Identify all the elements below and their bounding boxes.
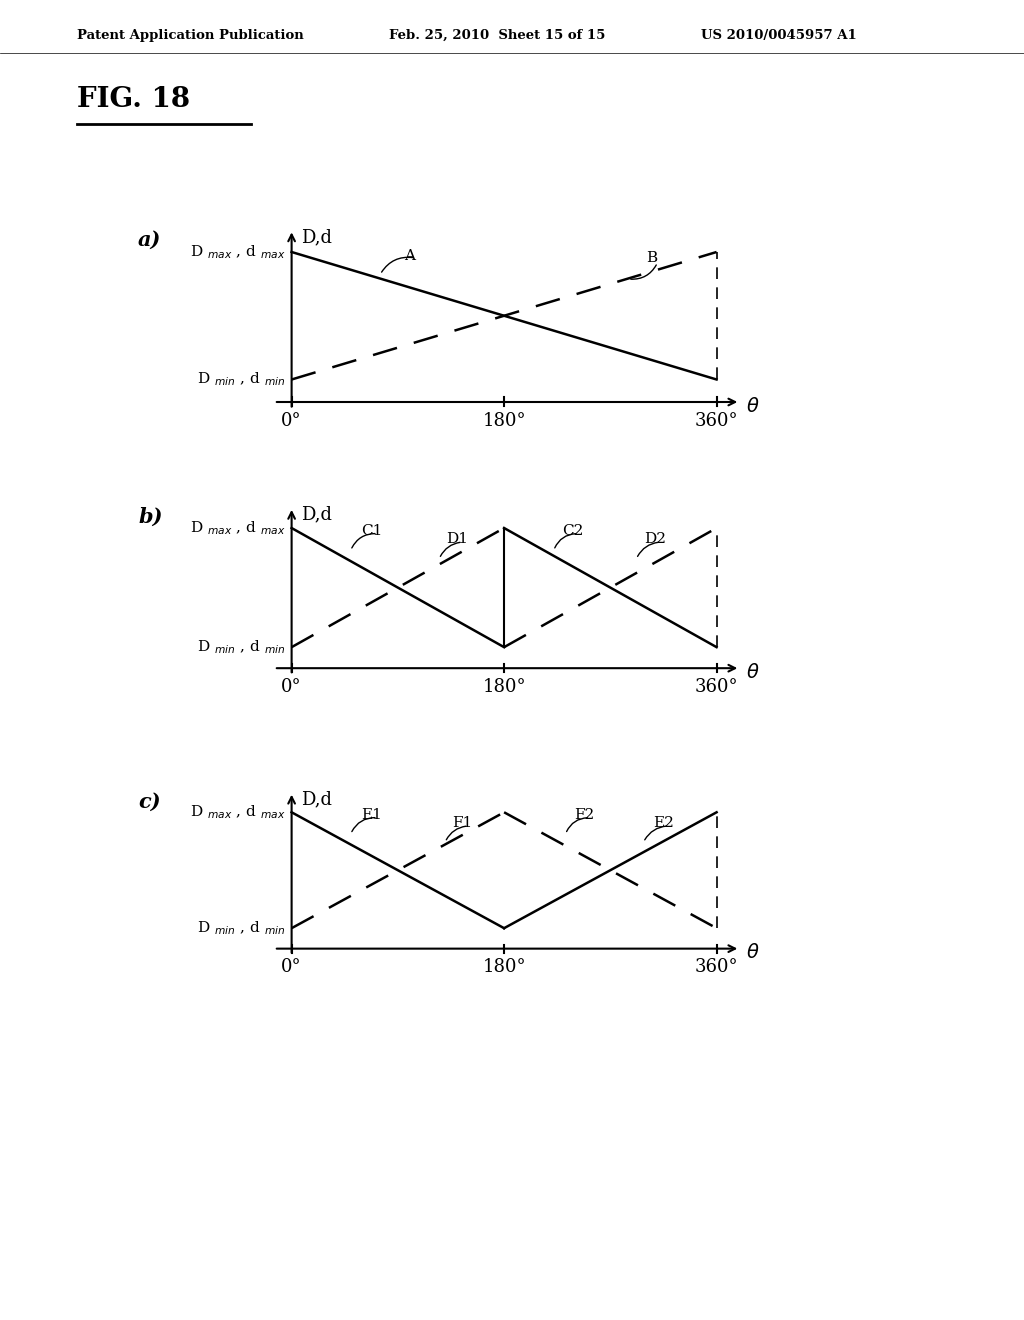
Text: c): c) bbox=[138, 792, 161, 812]
Text: 360°: 360° bbox=[694, 412, 738, 430]
Text: $\theta$: $\theta$ bbox=[746, 397, 760, 416]
Text: US 2010/0045957 A1: US 2010/0045957 A1 bbox=[701, 29, 857, 42]
Text: D $_{max}$ , d $_{max}$: D $_{max}$ , d $_{max}$ bbox=[190, 804, 286, 821]
Text: D $_{max}$ , d $_{max}$: D $_{max}$ , d $_{max}$ bbox=[190, 519, 286, 537]
Text: $\theta$: $\theta$ bbox=[746, 663, 760, 682]
Text: FIG. 18: FIG. 18 bbox=[77, 86, 189, 112]
Text: 360°: 360° bbox=[694, 958, 738, 977]
Text: 0°: 0° bbox=[282, 678, 302, 696]
Text: A: A bbox=[404, 248, 415, 263]
Text: E2: E2 bbox=[653, 816, 674, 830]
Text: D,d: D,d bbox=[301, 791, 332, 808]
Text: Patent Application Publication: Patent Application Publication bbox=[77, 29, 303, 42]
Text: 0°: 0° bbox=[282, 412, 302, 430]
Text: b): b) bbox=[138, 507, 163, 527]
Text: D $_{min}$ , d $_{min}$: D $_{min}$ , d $_{min}$ bbox=[198, 919, 286, 937]
Text: a): a) bbox=[138, 230, 162, 249]
Text: C2: C2 bbox=[562, 524, 584, 537]
Text: C1: C1 bbox=[361, 524, 383, 537]
Text: D1: D1 bbox=[445, 532, 468, 546]
Text: 180°: 180° bbox=[482, 678, 526, 696]
Text: 0°: 0° bbox=[282, 958, 302, 977]
Text: D $_{min}$ , d $_{min}$: D $_{min}$ , d $_{min}$ bbox=[198, 639, 286, 656]
Text: D,d: D,d bbox=[301, 228, 332, 246]
Text: 180°: 180° bbox=[482, 412, 526, 430]
Text: D,d: D,d bbox=[301, 506, 332, 524]
Text: E1: E1 bbox=[361, 808, 382, 822]
Text: F2: F2 bbox=[574, 808, 595, 822]
Text: 360°: 360° bbox=[694, 678, 738, 696]
Text: D $_{max}$ , d $_{max}$: D $_{max}$ , d $_{max}$ bbox=[190, 243, 286, 261]
Text: D2: D2 bbox=[644, 532, 667, 546]
Text: 180°: 180° bbox=[482, 958, 526, 977]
Text: D $_{min}$ , d $_{min}$: D $_{min}$ , d $_{min}$ bbox=[198, 371, 286, 388]
Text: F1: F1 bbox=[453, 816, 473, 830]
Text: Feb. 25, 2010  Sheet 15 of 15: Feb. 25, 2010 Sheet 15 of 15 bbox=[389, 29, 605, 42]
Text: $\theta$: $\theta$ bbox=[746, 944, 760, 962]
Text: B: B bbox=[646, 252, 657, 265]
